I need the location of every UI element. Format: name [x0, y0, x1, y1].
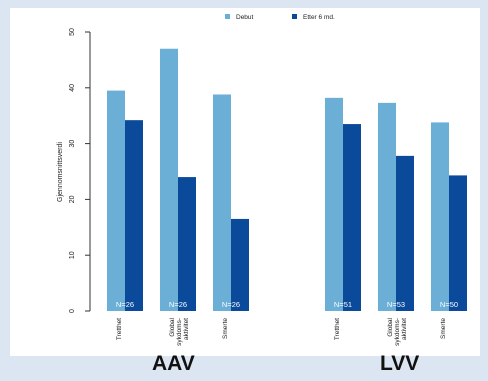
y-tick-label: 10 [69, 251, 76, 259]
n-label: N=26 [222, 300, 240, 309]
group-label-aav: AAV [152, 352, 195, 375]
category-label: Global [169, 317, 176, 336]
category-label: Global [387, 317, 394, 336]
legend-label: Debut [236, 14, 254, 21]
bar-etter-6-md- [231, 218, 249, 311]
bar-debut [325, 97, 343, 312]
y-tick-label: 20 [69, 195, 76, 203]
category-label: sykdoms- [176, 318, 183, 346]
category-label: Smerte [222, 318, 229, 339]
y-axis-label: Gjennomsnittsverdi [57, 142, 64, 202]
bar-debut [213, 94, 231, 311]
category-label: sykdoms- [394, 318, 401, 346]
bar-etter-6-md- [396, 155, 414, 311]
bar-etter-6-md- [343, 124, 361, 311]
y-tick-label: 30 [69, 140, 76, 148]
n-label: N=26 [169, 300, 187, 309]
legend-swatch [292, 14, 297, 19]
legend-swatch [225, 14, 230, 19]
y-tick-label: 50 [69, 28, 76, 36]
bar-etter-6-md- [449, 175, 467, 311]
n-label: N=26 [116, 300, 134, 309]
group-label-lvv: LVV [380, 352, 420, 375]
category-label: Smerte [440, 318, 447, 339]
y-tick-label: 40 [69, 84, 76, 92]
bar-debut [431, 122, 449, 312]
y-tick-label: 0 [69, 309, 76, 313]
n-label: N=53 [387, 300, 405, 309]
category-label: Tretthet [116, 318, 123, 340]
category-label: aktivitet [183, 318, 190, 340]
category-label: aktivitet [401, 318, 408, 340]
n-label: N=50 [440, 300, 458, 309]
n-label: N=51 [334, 300, 352, 309]
bar-debut [107, 90, 125, 311]
bar-debut [378, 102, 396, 311]
bar-etter-6-md- [178, 177, 196, 311]
category-label: Tretthet [334, 318, 341, 340]
bar-debut [160, 48, 178, 312]
legend-label: Etter 6 md. [303, 14, 335, 21]
bar-etter-6-md- [125, 120, 143, 311]
